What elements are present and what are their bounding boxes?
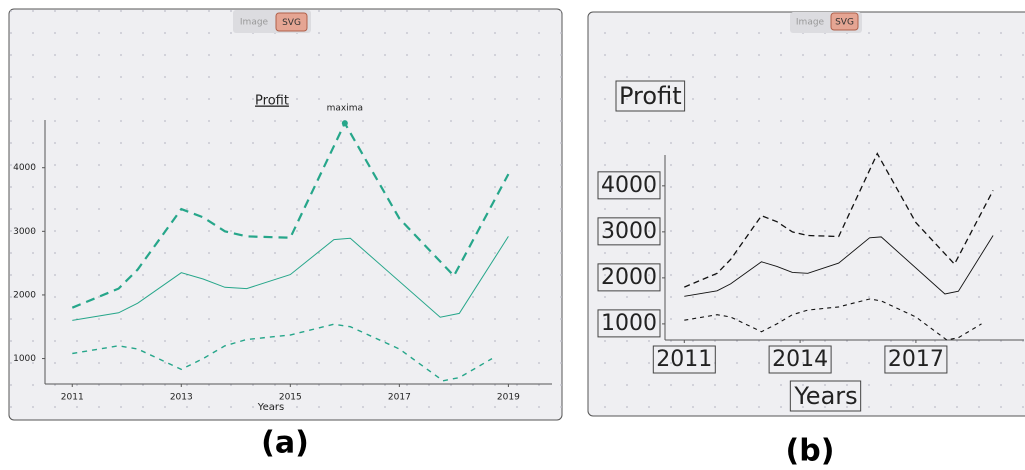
label-box (652, 345, 716, 374)
label-box (884, 345, 948, 374)
y-tick-label: 2000 (13, 290, 36, 300)
annotation-marker (341, 120, 348, 127)
x-tick-label: 2017 (388, 393, 411, 403)
y-tick-label: 4000 (13, 163, 36, 173)
caption: (a) (261, 426, 309, 461)
label-box (789, 380, 862, 412)
x-tick-label: 2013 (170, 393, 193, 403)
panel-b: Image SVG (587, 11, 1025, 417)
dot-grid (9, 9, 562, 420)
toggle-svg[interactable]: SVG (835, 18, 854, 28)
x-axis-label: Years (257, 402, 284, 413)
line-series (684, 152, 994, 288)
x-tick-label: 2014 (772, 347, 828, 372)
label-box (597, 309, 661, 338)
panel-a: Image SVG (8, 8, 563, 421)
label-box (597, 171, 661, 200)
line-series (72, 236, 509, 321)
y-tick-label: 1000 (601, 311, 657, 336)
chart-title: Profit (255, 94, 289, 109)
y-tick-label: 3000 (13, 227, 36, 237)
label-box (615, 80, 686, 112)
line-series (684, 235, 994, 297)
chart-title: Profit (619, 82, 682, 110)
toggle-svg[interactable]: SVG (282, 18, 301, 28)
toggle-image[interactable]: Image (796, 18, 825, 28)
toggle-svg-button[interactable] (830, 12, 859, 31)
x-axis-label: Years (793, 382, 857, 410)
label-box (597, 263, 661, 292)
line-series (71, 120, 510, 309)
line-series (72, 323, 493, 382)
label-box (597, 217, 661, 246)
dot-grid (588, 12, 1025, 416)
y-tick-label: 2000 (601, 265, 657, 290)
y-tick-label: 4000 (601, 173, 657, 198)
toggle-image[interactable]: Image (240, 18, 269, 28)
x-tick-label: 2011 (656, 347, 712, 372)
y-tick-label: 1000 (13, 354, 36, 364)
label-box (768, 345, 832, 374)
toggle-svg-button[interactable] (275, 12, 308, 32)
caption: (b) (786, 434, 835, 469)
x-tick-label: 2017 (888, 347, 944, 372)
x-tick-label: 2019 (497, 393, 520, 403)
x-tick-label: 2011 (61, 393, 84, 403)
y-tick-label: 3000 (601, 219, 657, 244)
annotation-text: maxima (327, 104, 363, 114)
x-tick-label: 2015 (279, 393, 302, 403)
